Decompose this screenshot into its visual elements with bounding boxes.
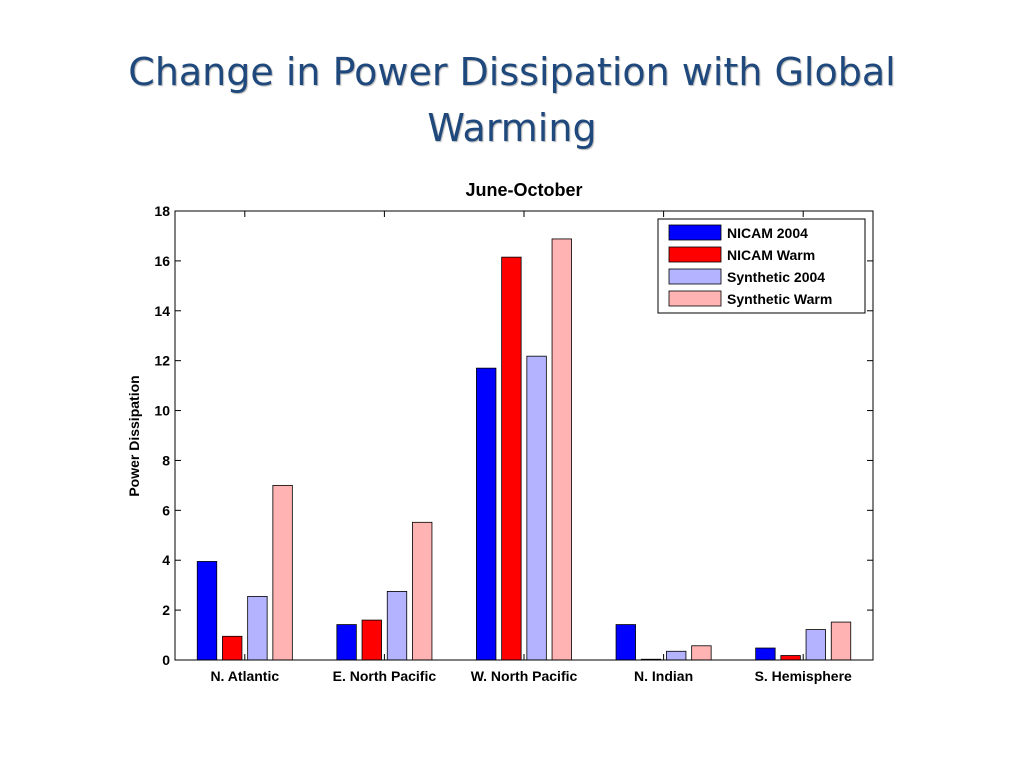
legend-swatch xyxy=(668,290,722,307)
bar-2-4 xyxy=(805,629,826,661)
legend-label: Synthetic Warm xyxy=(727,291,832,307)
bar-1-2 xyxy=(501,256,522,661)
bar-2-0 xyxy=(247,595,268,661)
bar-0-1 xyxy=(336,624,357,661)
y-tick-label: 6 xyxy=(162,502,170,518)
legend-swatch xyxy=(668,268,722,285)
bar-1-4 xyxy=(780,655,801,661)
x-tick-label: S. Hemisphere xyxy=(755,668,852,684)
chart-title: June-October xyxy=(465,180,582,200)
y-tick-label: 8 xyxy=(162,452,170,468)
y-tick-label: 14 xyxy=(154,303,170,319)
legend-label: NICAM 2004 xyxy=(727,225,808,241)
bar-2-3 xyxy=(666,650,687,661)
x-tick-label: N. Indian xyxy=(634,668,693,684)
bar-0-4 xyxy=(755,647,776,661)
bar-3-2 xyxy=(551,238,572,661)
legend-swatch xyxy=(668,224,722,241)
bar-0-3 xyxy=(615,624,636,661)
legend-swatch xyxy=(668,246,722,263)
slide-title: Change in Power Dissipation with Global … xyxy=(128,50,896,150)
axes-group: 0 2 4 6 8 10 12 14 16 18 N. Atlantic E. North Pacif… xyxy=(154,203,874,684)
legend-label: NICAM Warm xyxy=(727,247,815,263)
bar-3-4 xyxy=(830,621,852,661)
legend-label: Synthetic 2004 xyxy=(727,269,825,285)
y-tick-label: 2 xyxy=(162,602,170,618)
x-tick-label: E. North Pacific xyxy=(333,668,437,684)
y-tick-label: 10 xyxy=(154,403,170,419)
bar-3-1 xyxy=(412,521,433,661)
y-tick-label: 0 xyxy=(162,652,170,668)
bar-1-0 xyxy=(222,635,243,661)
bar-3-0 xyxy=(272,484,293,661)
bar-2-2 xyxy=(526,355,547,661)
y-tick-label: 12 xyxy=(154,353,170,369)
y-tick-label: 18 xyxy=(154,203,170,219)
x-tick-label: W. North Pacific xyxy=(471,668,578,684)
y-tick-label: 16 xyxy=(154,253,170,269)
legend: NICAM 2004 NICAM Warm Synthetic 2004 Synthe… xyxy=(657,218,866,314)
bar-1-1 xyxy=(361,619,382,661)
bar-0-0 xyxy=(196,561,218,661)
bar-3-3 xyxy=(691,645,712,661)
bar-2-1 xyxy=(386,591,408,661)
bar-0-2 xyxy=(476,367,497,661)
y-axis-label: Power Dissipation xyxy=(126,375,142,496)
x-tick-label: N. Atlantic xyxy=(210,668,279,684)
y-tick-label: 4 xyxy=(162,552,170,568)
